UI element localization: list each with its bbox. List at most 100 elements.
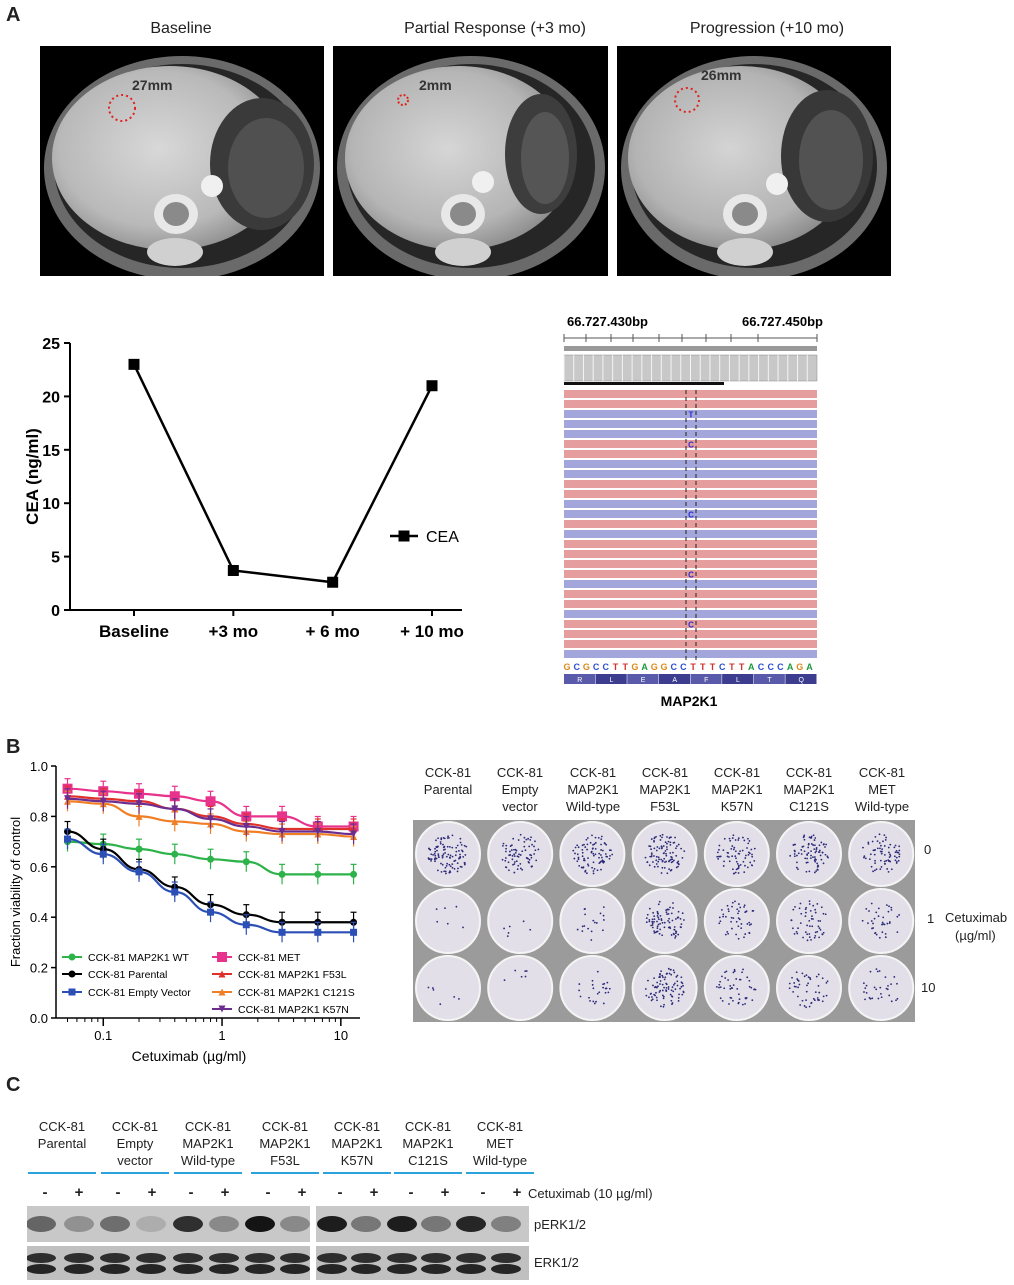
clonogenic-colony (658, 847, 661, 850)
clonogenic-colony (750, 986, 753, 989)
clonogenic-colony (581, 855, 584, 858)
clonogenic-colony (744, 864, 746, 867)
clonogenic-colony (668, 972, 671, 975)
dr-point (207, 908, 215, 916)
clonogenic-colony (584, 913, 586, 916)
clonogenic-colony (655, 835, 657, 838)
blot-band (421, 1253, 451, 1263)
clonogenic-colony (719, 855, 722, 858)
clonogenic-header-line: MAP2K1 (783, 782, 835, 797)
ct-title-baseline: Baseline (150, 20, 212, 37)
clonogenic-colony (602, 906, 605, 909)
clonogenic-colony (682, 990, 685, 993)
clonogenic-colony (448, 856, 451, 859)
western-header-line: MET (486, 1136, 514, 1151)
clonogenic-colony (806, 933, 809, 936)
clonogenic-colony (658, 975, 661, 978)
clonogenic-colony (675, 847, 677, 850)
clonogenic-colony (732, 872, 735, 875)
clonogenic-colony (427, 986, 430, 989)
igv-seq-base: C (603, 662, 610, 672)
clonogenic-colony (449, 854, 452, 857)
clonogenic-colony (510, 844, 513, 846)
clonogenic-colony (669, 841, 672, 844)
clonogenic-colony (437, 853, 440, 855)
dr-y-axis-label: Fraction viability of control (8, 817, 23, 967)
plus-sign: + (297, 1184, 307, 1201)
igv-read (564, 610, 817, 618)
clonogenic-colony (589, 841, 592, 844)
clonogenic-colony (879, 992, 882, 995)
clonogenic-colony (806, 861, 809, 864)
clonogenic-colony (650, 855, 653, 858)
clonogenic-colony (719, 986, 722, 989)
clonogenic-colony (870, 902, 873, 905)
clonogenic-colony (743, 839, 746, 842)
cea-series-line (132, 363, 434, 584)
clonogenic-colony (890, 906, 893, 909)
clonogenic-colony (816, 997, 819, 999)
clonogenic-colony (812, 918, 814, 920)
blot-perk-right (316, 1206, 529, 1242)
clonogenic-colony (883, 860, 886, 863)
clonogenic-colony (572, 849, 575, 852)
clonogenic-colony (672, 902, 674, 904)
clonogenic-colony (596, 869, 599, 872)
clonogenic-colony (664, 841, 667, 844)
clonogenic-colony (602, 919, 605, 921)
clonogenic-colony (867, 843, 870, 845)
clonogenic-colony (516, 868, 519, 870)
clonogenic-colony (675, 866, 678, 869)
clonogenic-colony (604, 853, 607, 855)
clonogenic-colony (669, 993, 672, 996)
clonogenic-colony (826, 855, 829, 858)
clonogenic-colony (680, 926, 682, 929)
clonogenic-colony (896, 931, 899, 933)
clonogenic-colony (734, 871, 737, 874)
clonogenic-colony (747, 842, 750, 845)
dr-point (314, 870, 322, 878)
clonogenic-colony (600, 849, 602, 851)
clonogenic-colony (666, 913, 668, 916)
clonogenic-colony (587, 857, 589, 860)
clonogenic-colony (807, 852, 810, 854)
clonogenic-colony (716, 855, 719, 858)
clonogenic-colony (726, 855, 729, 858)
clonogenic-colony (742, 968, 744, 971)
clonogenic-colony (670, 861, 673, 864)
clonogenic-colony (873, 917, 876, 920)
clonogenic-colony (660, 872, 663, 874)
clonogenic-colony (867, 841, 870, 844)
igv-seq-base: T (622, 662, 628, 672)
igv-coverage-bar (564, 382, 724, 385)
clonogenic-colony (583, 843, 585, 846)
igv-seq-base: C (777, 662, 784, 672)
igv-read (564, 410, 817, 418)
clonogenic-colony (652, 911, 655, 914)
clonogenic-well (631, 888, 698, 954)
clonogenic-colony (586, 837, 589, 839)
clonogenic-colony (750, 848, 753, 851)
clonogenic-colony (815, 870, 818, 872)
clonogenic-colony (651, 920, 654, 923)
clonogenic-colony (646, 861, 649, 864)
clonogenic-column-header: CCK-81 Empty vector (484, 764, 556, 815)
clonogenic-colony (732, 984, 735, 987)
clonogenic-header-line: CCK-81 (713, 765, 761, 780)
dr-point (169, 791, 180, 802)
clonogenic-colony (669, 927, 672, 930)
cea-point (227, 564, 239, 576)
clonogenic-colony (818, 936, 821, 939)
clonogenic-colony (803, 838, 806, 841)
dose-response-chart: 0.0 0.2 0.4 0.6 0.8 1.0 0.1 1 10 Cetuximab (µg/ml… (8, 759, 360, 1064)
clonogenic-colony (600, 843, 602, 846)
clonogenic-colony (895, 849, 898, 852)
clonogenic-colony (604, 991, 607, 994)
igv-aa-letter: E (641, 677, 646, 684)
clonogenic-colony (875, 868, 878, 871)
clonogenic-colony (731, 901, 734, 904)
clonogenic-colony (677, 843, 680, 846)
clonogenic-colony (657, 985, 659, 988)
clonogenic-colony (737, 839, 740, 841)
clonogenic-colony (657, 860, 660, 863)
